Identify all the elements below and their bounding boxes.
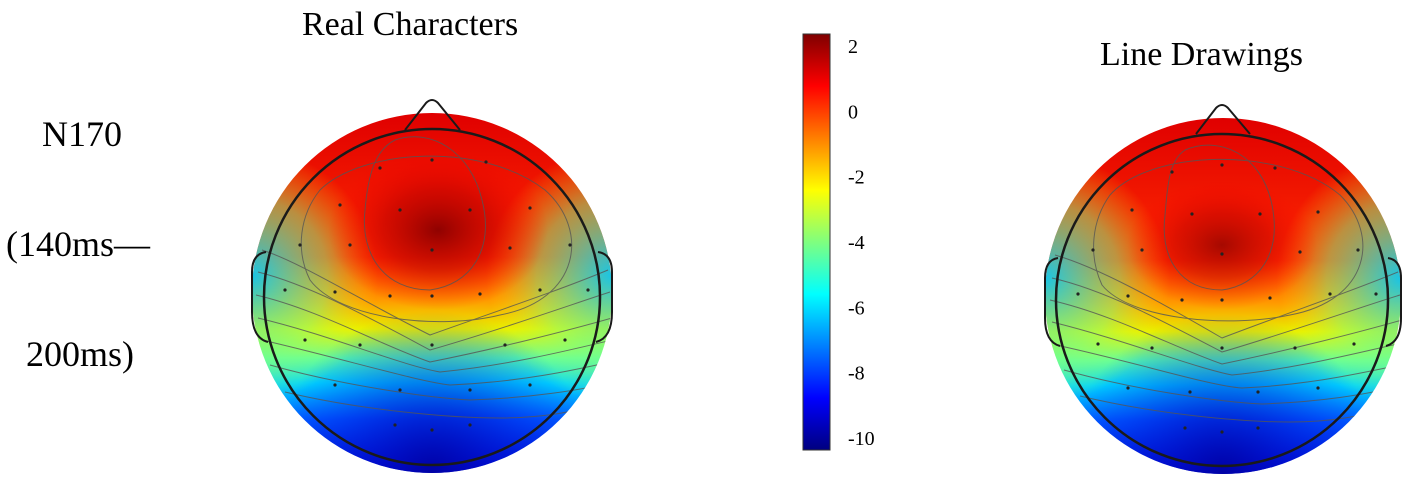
left-electrodes xyxy=(283,158,590,432)
colorbar-tick-label: 2 xyxy=(848,36,858,58)
colorbar-tick-label: -6 xyxy=(848,297,865,319)
colorbar-tick-label: -2 xyxy=(848,167,865,189)
right-ear-right-icon xyxy=(1385,257,1402,347)
colorbar-gradient xyxy=(802,33,831,451)
left-map-title: Real Characters xyxy=(302,6,519,43)
component-label: N170 xyxy=(42,114,122,154)
colorbar-tick-label: 0 xyxy=(848,101,858,123)
right-topomap xyxy=(1044,104,1402,474)
left-nose-icon xyxy=(404,99,461,131)
colorbar-tick-label: -8 xyxy=(848,363,865,385)
colorbar-ticks: 2 0 -2 -4 -6 -8 -10 xyxy=(848,36,875,450)
left-topomap xyxy=(251,99,613,473)
left-topomap-field xyxy=(252,113,612,473)
right-electrodes xyxy=(1076,163,1378,434)
right-map-title: Line Drawings xyxy=(1100,36,1304,73)
colorbar: 2 0 -2 -4 -6 -8 -10 xyxy=(802,33,875,451)
left-ear-left-icon xyxy=(251,251,269,343)
right-nose-icon xyxy=(1195,104,1251,135)
right-head-outline xyxy=(1054,132,1390,468)
time-window-end-label: 200ms) xyxy=(26,334,134,374)
left-ear-right-icon xyxy=(595,251,613,343)
right-ear-left-icon xyxy=(1044,257,1061,347)
colorbar-tick-label: -4 xyxy=(848,232,865,254)
left-head-outline xyxy=(262,127,602,467)
time-window-start-label: (140ms— xyxy=(6,224,150,264)
right-topomap-field xyxy=(1045,118,1401,474)
colorbar-tick-label: -10 xyxy=(848,428,875,450)
right-contour-lines xyxy=(1049,144,1401,423)
